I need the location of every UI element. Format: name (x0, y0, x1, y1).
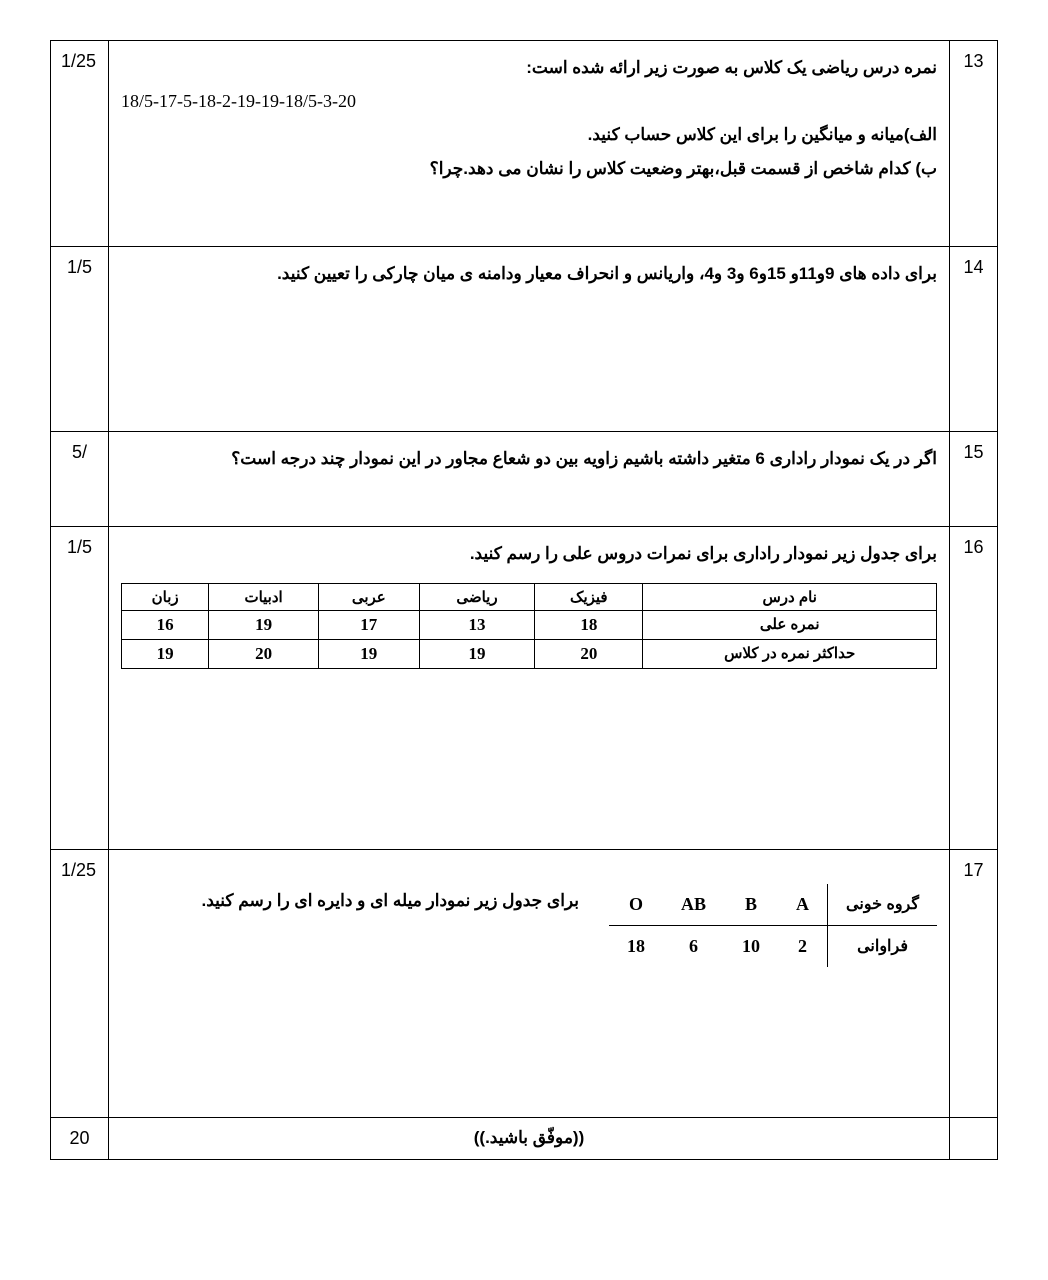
q16-text: برای جدول زیر نمودار راداری برای نمرات د… (121, 537, 937, 571)
question-body: برای جدول زیر نمودار میله ای و دایره ای … (109, 850, 950, 1118)
q17-blood-table: گروه خونی A B AB O فراوانی 2 10 6 18 (609, 884, 937, 967)
exam-questions-table: 13 نمره درس ریاضی یک کلاس به صورت زیر ار… (50, 40, 998, 1160)
cell: 2 (778, 926, 828, 968)
question-body: برای داده های 9و11و 15و6 و3 و4، واریانس … (109, 247, 950, 432)
question-score: 1/5 (51, 527, 109, 850)
cell: AB (663, 884, 724, 926)
table-row-max: حداکثر نمره در کلاس 20 19 19 20 19 (122, 640, 937, 669)
cell: 20 (535, 640, 643, 669)
row-label: گروه خونی (828, 884, 937, 926)
question-number: 14 (950, 247, 998, 432)
cell: 18 (535, 611, 643, 640)
question-number: 16 (950, 527, 998, 850)
table-row-freq: فراوانی 2 10 6 18 (609, 926, 937, 968)
col-header: نام درس (643, 584, 937, 611)
cell: 19 (318, 640, 419, 669)
row-label: فراوانی (828, 926, 937, 968)
cell: 13 (419, 611, 534, 640)
q14-text: برای داده های 9و11و 15و6 و3 و4، واریانس … (121, 257, 937, 291)
footer-total: 20 (51, 1118, 109, 1160)
footer-row: ((موفّق باشید.)) 20 (51, 1118, 998, 1160)
cell: B (724, 884, 778, 926)
q13-data-line: 18/5-17-5-18-2-19-19-18/5-3-20 (121, 91, 937, 112)
question-body: نمره درس ریاضی یک کلاس به صورت زیر ارائه… (109, 41, 950, 247)
question-body: برای جدول زیر نمودار راداری برای نمرات د… (109, 527, 950, 850)
cell: 17 (318, 611, 419, 640)
question-body: اگر در یک نمودار راداری 6 متغیر داشته با… (109, 432, 950, 527)
cell: O (609, 884, 663, 926)
row-label: حداکثر نمره در کلاس (643, 640, 937, 669)
q13-part-a: الف)میانه و میانگین را برای این کلاس حسا… (121, 118, 937, 152)
question-score: 1/25 (51, 850, 109, 1118)
cell: 20 (209, 640, 319, 669)
q17-text: برای جدول زیر نمودار میله ای و دایره ای … (121, 884, 579, 918)
question-row-14: 14 برای داده های 9و11و 15و6 و3 و4، واریا… (51, 247, 998, 432)
q15-text: اگر در یک نمودار راداری 6 متغیر داشته با… (121, 442, 937, 476)
question-row-15: 15 اگر در یک نمودار راداری 6 متغیر داشته… (51, 432, 998, 527)
cell: 18 (609, 926, 663, 968)
question-number: 13 (950, 41, 998, 247)
cell: 19 (209, 611, 319, 640)
question-score: 1/5 (51, 247, 109, 432)
cell: 16 (122, 611, 209, 640)
table-row-header: نام درس فیزیک ریاضی عربی ادبیات زبان (122, 584, 937, 611)
cell: 19 (419, 640, 534, 669)
row-label: نمره علی (643, 611, 937, 640)
question-number: 17 (950, 850, 998, 1118)
question-number: 15 (950, 432, 998, 527)
col-header: ریاضی (419, 584, 534, 611)
footer-message: ((موفّق باشید.)) (109, 1118, 950, 1160)
q13-part-b: ب) کدام شاخص از قسمت قبل،بهتر وضعیت کلاس… (121, 152, 937, 186)
question-score: /5 (51, 432, 109, 527)
col-header: عربی (318, 584, 419, 611)
q13-main-text: نمره درس ریاضی یک کلاس به صورت زیر ارائه… (121, 51, 937, 85)
question-score: 1/25 (51, 41, 109, 247)
question-row-13: 13 نمره درس ریاضی یک کلاس به صورت زیر ار… (51, 41, 998, 247)
table-row-ali: نمره علی 18 13 17 19 16 (122, 611, 937, 640)
col-header: ادبیات (209, 584, 319, 611)
col-header: زبان (122, 584, 209, 611)
cell: 19 (122, 640, 209, 669)
table-row-header: گروه خونی A B AB O (609, 884, 937, 926)
cell: A (778, 884, 828, 926)
cell: 10 (724, 926, 778, 968)
question-row-17: 17 برای جدول زیر نمودار میله ای و دایره … (51, 850, 998, 1118)
q16-data-table: نام درس فیزیک ریاضی عربی ادبیات زبان نمر… (121, 583, 937, 669)
cell: 6 (663, 926, 724, 968)
question-row-16: 16 برای جدول زیر نمودار راداری برای نمرا… (51, 527, 998, 850)
col-header: فیزیک (535, 584, 643, 611)
